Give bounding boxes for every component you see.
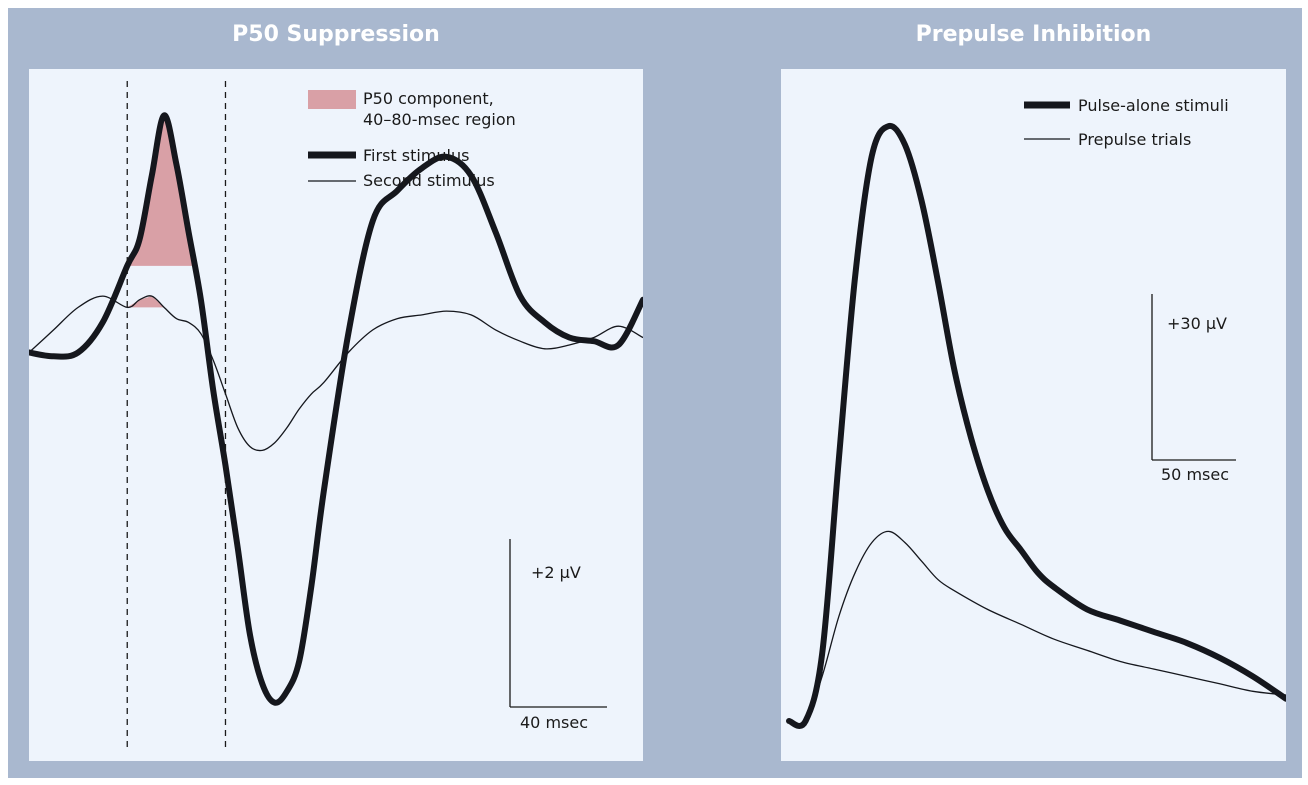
- p50-series-lines: [29, 112, 643, 706]
- scale-label-time: 40 msec: [520, 713, 588, 732]
- scale-label-voltage: +30 µV: [1167, 314, 1227, 333]
- p50-shaded-component-2: [127, 296, 165, 308]
- p50-first-stimulus-line: [29, 112, 643, 706]
- legend-label-pulse-alone: Pulse-alone stimuli: [1078, 96, 1229, 115]
- legend-label-p50-line1: P50 component,: [363, 89, 494, 108]
- ppi-chart: Pulse-alone stimuli Prepulse trials +30 …: [786, 96, 1286, 729]
- p50-suppression-panel: P50 component, 40–80-msec region First s…: [29, 69, 643, 761]
- p50-panel-title: P50 Suppression: [232, 22, 440, 47]
- legend-label-first: First stimulus: [363, 146, 469, 165]
- legend-shaded-swatch: [308, 90, 356, 109]
- ppi-panel-title: Prepulse Inhibition: [915, 22, 1152, 47]
- ppi-prepulse-trials-line: [788, 530, 1286, 725]
- legend-label-p50-line2: 40–80-msec region: [363, 110, 516, 129]
- legend-label-second: Second stimulus: [363, 171, 495, 190]
- scale-label-time: 50 msec: [1161, 465, 1229, 484]
- ppi-series-lines: [786, 122, 1286, 729]
- legend-label-prepulse: Prepulse trials: [1078, 130, 1191, 149]
- scale-label-voltage: +2 µV: [531, 563, 581, 582]
- ppi-pulse-alone-stimuli-line: [786, 122, 1286, 729]
- prepulse-inhibition-panel: Pulse-alone stimuli Prepulse trials +30 …: [781, 69, 1286, 761]
- p50-second-stimulus-line: [29, 295, 643, 452]
- p50-chart: P50 component, 40–80-msec region First s…: [29, 81, 643, 747]
